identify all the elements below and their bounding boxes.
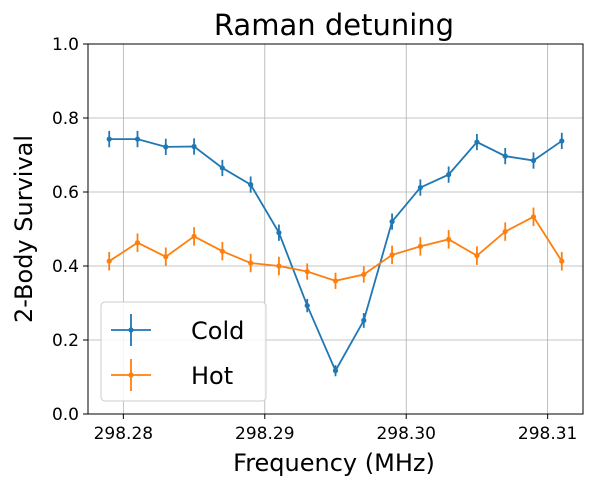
data-point <box>502 228 508 235</box>
data-point <box>530 214 537 220</box>
series-cold <box>106 130 565 377</box>
y-axis-label: 2-Body Survival <box>10 135 38 323</box>
data-point <box>446 172 452 178</box>
data-point <box>106 136 112 142</box>
data-point <box>163 144 169 150</box>
plot-frame <box>87 43 584 415</box>
legend: Cold Hot <box>100 301 267 402</box>
data-point <box>530 157 537 164</box>
data-point <box>361 271 367 278</box>
data-point <box>191 233 197 239</box>
data-point <box>446 236 452 242</box>
data-point <box>219 248 225 254</box>
data-point <box>134 240 141 246</box>
data-point <box>332 368 339 374</box>
data-point <box>361 317 367 323</box>
legend-item-cold: Cold <box>111 314 244 346</box>
data-point <box>191 143 197 150</box>
legend-label: Cold <box>191 317 244 345</box>
data-point <box>276 263 282 269</box>
data-point <box>474 253 480 259</box>
data-point <box>389 219 395 225</box>
data-point <box>559 258 565 264</box>
legend-marker <box>128 372 134 378</box>
data-point <box>248 182 254 188</box>
data-point <box>417 243 423 249</box>
x-tick-label: 298.28 <box>94 424 153 444</box>
data-point <box>417 184 423 191</box>
data-point <box>559 138 565 144</box>
series-hot <box>106 207 565 289</box>
data-point <box>502 153 508 159</box>
y-tick-label: 0.8 <box>52 109 79 129</box>
y-tick-label: 0.2 <box>52 331 79 351</box>
x-axis-label: Frequency (MHz) <box>233 449 435 477</box>
x-tick-label: 298.31 <box>518 424 577 444</box>
data-point <box>248 260 254 266</box>
chart-title: Raman detuning <box>214 8 454 42</box>
x-tick-label: 298.30 <box>376 424 435 444</box>
legend-box <box>100 301 267 402</box>
series-layer <box>106 130 565 377</box>
y-tick-label: 0.6 <box>52 183 79 203</box>
ticks: 298.28 298.29 298.30 298.31 0.0 0.2 0.4 0.6 0.8 1… <box>52 35 577 444</box>
legend-marker <box>128 327 134 333</box>
data-point <box>304 302 310 309</box>
data-point <box>276 230 282 236</box>
data-point <box>304 268 310 275</box>
legend-item-hot: Hot <box>111 359 233 391</box>
series-line-hot <box>108 215 563 282</box>
legend-label: Hot <box>191 362 233 390</box>
data-point <box>219 165 225 171</box>
y-tick-label: 1.0 <box>52 35 79 55</box>
x-tick-label: 298.29 <box>235 424 294 444</box>
data-point <box>134 136 141 142</box>
y-tick-label: 0.0 <box>52 405 79 425</box>
y-tick-label: 0.4 <box>52 257 79 277</box>
data-point <box>332 278 339 284</box>
data-point <box>163 254 169 260</box>
data-point <box>106 258 112 264</box>
data-point <box>474 139 480 145</box>
data-point <box>389 252 395 258</box>
